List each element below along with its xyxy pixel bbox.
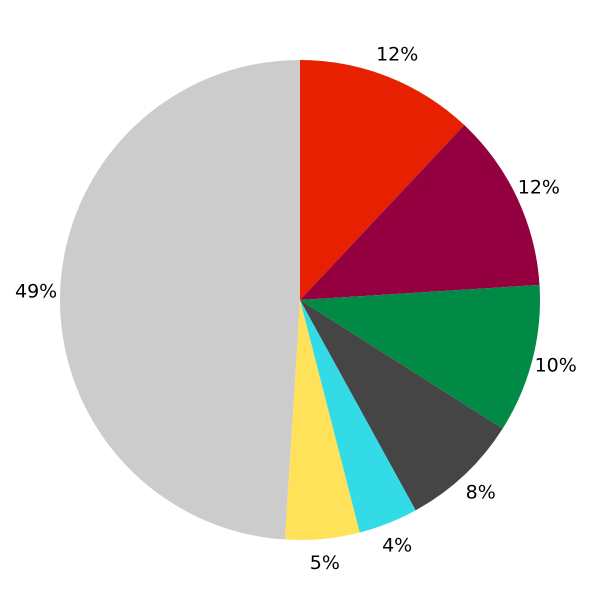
pie-label-1: 12% xyxy=(518,177,560,199)
pie-slice-2 xyxy=(300,284,540,429)
pie-slice-1 xyxy=(300,125,540,300)
pie-slice-5 xyxy=(284,300,360,540)
pie-slice-0 xyxy=(300,60,465,300)
pie-label-3: 8% xyxy=(466,481,496,503)
pie-slices xyxy=(59,60,540,540)
pie-slice-4 xyxy=(300,300,416,533)
pie-label-0: 12% xyxy=(376,44,418,66)
pie-label-4: 4% xyxy=(382,534,412,556)
pie-label-2: 10% xyxy=(535,355,577,377)
pie-label-5: 5% xyxy=(310,552,340,574)
pie-label-6: 49% xyxy=(15,281,57,303)
pie-slice-3 xyxy=(300,300,503,511)
pie-labels: 12% 12% 10% 8% 4% 5% 49% xyxy=(15,44,577,574)
pie-slice-6 xyxy=(59,60,301,540)
